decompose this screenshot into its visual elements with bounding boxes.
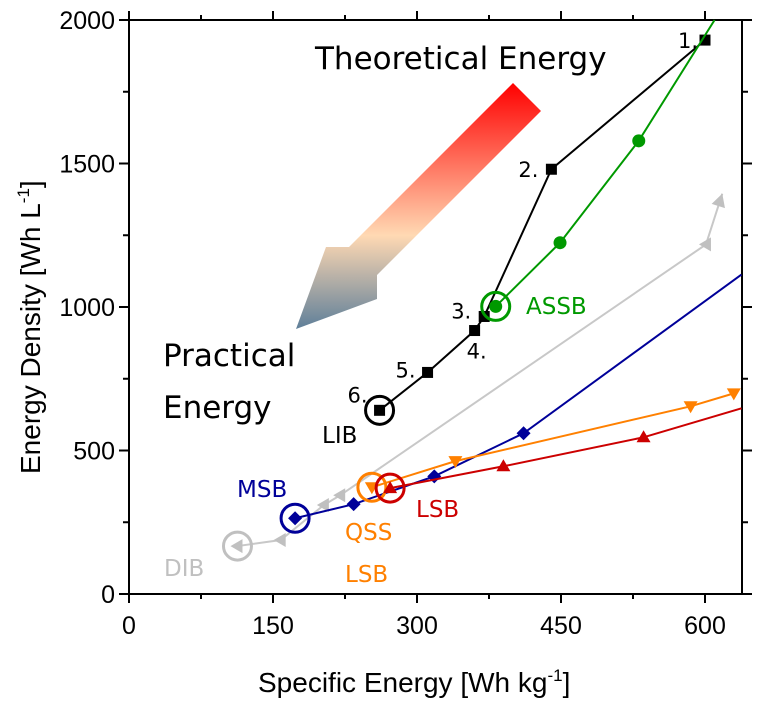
data-point (496, 459, 511, 472)
highlight-ring-msb (279, 502, 311, 534)
lsb-label: LSB (416, 497, 459, 523)
practical-energy-label-line2: Energy (163, 390, 272, 426)
point-label: 3. (451, 299, 471, 323)
y-tick-label: 1500 (59, 151, 115, 179)
y-axis-label-end: ] (15, 180, 46, 188)
data-point (230, 539, 243, 554)
x-axis-label: Specific Energy [Wh kg-1] (258, 666, 570, 698)
theoretical-to-practical-arrow (296, 83, 541, 329)
series-line-assb (495, 19, 716, 308)
point-label: 1. (678, 29, 698, 53)
highlight-ring-assb (480, 290, 512, 322)
series-line-lsb (389, 407, 742, 490)
series-line-qss-lsb (371, 392, 735, 489)
series-msb (279, 273, 743, 534)
highlight-ring-lib (364, 394, 396, 426)
x-tick-label: 600 (684, 612, 726, 640)
point-label: 2. (518, 158, 538, 182)
x-tick-label: 450 (540, 612, 582, 640)
y-axis-label-sup: -1 (14, 188, 33, 203)
data-point (383, 481, 398, 494)
data-point (489, 299, 503, 313)
y-axis-label-text: Energy Density [Wh L (15, 203, 46, 474)
practical-energy-label-line1: Practical (163, 338, 295, 374)
x-tick-label: 0 (122, 612, 136, 640)
highlight-ring-lsb (374, 472, 406, 504)
assb-label: ASSB (526, 294, 587, 320)
data-point (346, 497, 361, 512)
data-point (288, 511, 303, 526)
y-axis-label: Energy Density [Wh L-1] (14, 180, 46, 474)
qss-label: QSS (345, 520, 392, 546)
msb-label: MSB (237, 477, 287, 503)
data-point (726, 388, 741, 401)
data-point (448, 456, 463, 469)
series-qss-lsb (356, 388, 741, 503)
x-tick-label: 300 (396, 612, 438, 640)
point-label: 6. (348, 383, 368, 407)
data-point (273, 533, 286, 548)
x-axis-label-sup: -1 (547, 666, 562, 685)
highlight-ring-dib (221, 530, 253, 562)
dib-label: DIB (164, 556, 204, 582)
theoretical-energy-label: Theoretical Energy (314, 41, 607, 77)
tick-labels: 0 150 300 450 600 0 500 1000 1500 2000 (59, 7, 725, 640)
series-line-dib (237, 193, 724, 548)
data-point (316, 498, 329, 513)
data-point (553, 236, 567, 250)
gradient-arrow-shape (296, 83, 541, 329)
series-lsb (374, 407, 742, 504)
lib-label: LIB (322, 423, 357, 449)
data-point (333, 488, 346, 503)
data-point (545, 163, 557, 175)
y-tick-label: 0 (101, 581, 115, 609)
data-point (374, 404, 386, 416)
data-point (422, 366, 434, 378)
x-axis-label-text: Specific Energy [Wh kg (258, 667, 547, 698)
data-point (516, 426, 531, 441)
point-label: 4. (467, 340, 487, 364)
series-assb (480, 19, 716, 322)
y-tick-label: 2000 (59, 7, 115, 35)
series-line-lib (378, 39, 706, 412)
axis-ticks (119, 11, 752, 603)
data-point (698, 237, 711, 252)
data-point (636, 430, 651, 443)
x-axis-label-end: ] (563, 667, 571, 698)
series-dib (221, 193, 725, 562)
data-point (711, 193, 725, 209)
x-tick-label: 150 (252, 612, 294, 640)
series-layer: 1. 2. 3. 4. 5. 6. (221, 19, 743, 562)
data-point (683, 401, 698, 414)
data-point (699, 34, 711, 46)
data-point (469, 325, 481, 337)
y-tick-label: 500 (73, 438, 115, 466)
qss-lsb-label: LSB (345, 562, 388, 588)
data-point (632, 134, 646, 148)
point-label: 5. (396, 358, 416, 382)
y-tick-label: 1000 (59, 294, 115, 322)
highlight-ring-qss-lsb (356, 471, 388, 503)
